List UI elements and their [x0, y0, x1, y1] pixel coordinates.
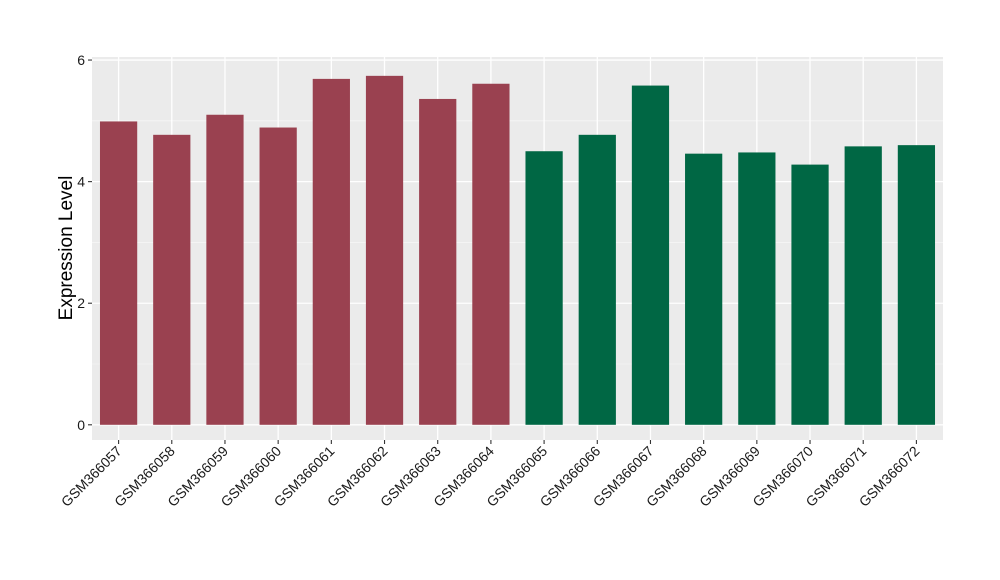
y-axis-title: Expression Level — [56, 176, 77, 321]
bar-GSM366072 — [897, 145, 936, 425]
bar-GSM366065 — [525, 151, 563, 425]
y-tick-label: 0 — [77, 417, 85, 433]
y-tick-label: 6 — [77, 52, 85, 68]
y-axis: 0 2 4 6 — [77, 52, 92, 433]
y-tick-label: 2 — [77, 295, 85, 311]
bar-GSM366057 — [99, 121, 138, 425]
bar-GSM366061 — [312, 78, 350, 425]
bar-GSM366071 — [844, 146, 882, 425]
bar-GSM366060 — [259, 127, 297, 425]
bar-GSM366062 — [365, 75, 404, 425]
y-tick-label: 4 — [77, 174, 85, 190]
bar-GSM366064 — [472, 83, 510, 425]
x-axis: GSM366057GSM366058GSM366059GSM366060GSM3… — [58, 440, 923, 510]
bar-GSM366069 — [738, 152, 776, 425]
bar-GSM366070 — [791, 164, 829, 425]
bar-GSM366059 — [206, 114, 244, 425]
bar-GSM366067 — [631, 85, 670, 425]
bar-GSM366068 — [685, 153, 723, 425]
bar-GSM366066 — [578, 134, 616, 425]
bar-GSM366063 — [419, 98, 457, 425]
bars — [99, 75, 936, 425]
bar-GSM366058 — [153, 134, 191, 425]
